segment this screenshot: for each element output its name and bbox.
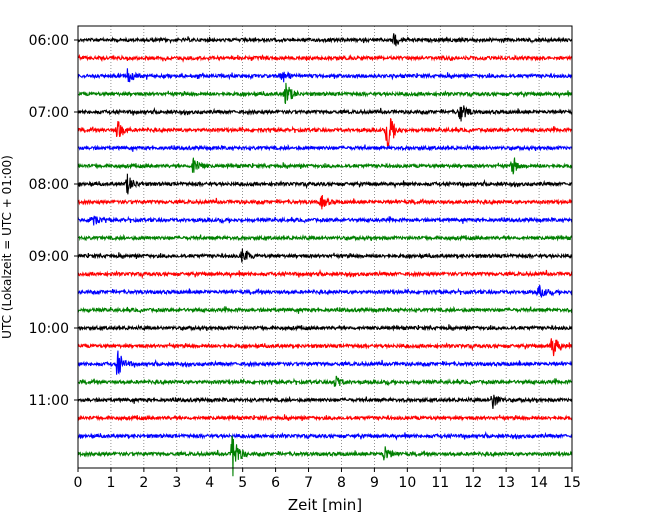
x-tick-label: 12 [464, 475, 482, 491]
trace-0830 [77, 215, 573, 226]
x-tick-label: 9 [370, 475, 379, 491]
trace-0930 [77, 284, 573, 298]
x-tick-label: 5 [238, 475, 247, 491]
trace-0815 [77, 194, 573, 210]
trace-0700 [77, 105, 573, 122]
trace-0730 [77, 143, 573, 152]
trace-1115 [77, 414, 573, 422]
y-tick-label: 07:00 [29, 105, 69, 121]
y-tick-label: 10:00 [29, 321, 69, 337]
trace-0745 [77, 157, 573, 175]
x-tick-label: 10 [398, 475, 416, 491]
trace-1100 [77, 394, 573, 409]
trace-0945 [77, 305, 573, 314]
trace-0615 [77, 53, 573, 63]
seismogram-traces [77, 33, 573, 477]
x-tick-label: 8 [337, 475, 346, 491]
trace-0800 [77, 173, 573, 195]
trace-1015 [77, 338, 573, 357]
x-tick-label: 1 [106, 475, 115, 491]
trace-1000 [77, 323, 573, 332]
y-tick-label: 09:00 [29, 249, 69, 265]
x-tick-label: 4 [205, 475, 214, 491]
x-tick-label: 6 [271, 475, 280, 491]
trace-0900 [77, 248, 573, 263]
trace-0915 [77, 268, 573, 280]
trace-1045 [77, 375, 573, 387]
trace-0600 [77, 33, 573, 47]
x-tick-label: 0 [74, 475, 83, 491]
x-tick-label: 3 [172, 475, 181, 491]
trace-0715 [77, 118, 573, 148]
trace-1130 [77, 430, 573, 441]
x-tick-label: 2 [139, 475, 148, 491]
x-tick-label: 15 [563, 475, 581, 491]
trace-0630 [77, 68, 573, 83]
y-axis-ticks: 06:00 07:00 08:00 09:00 10:00 11:00 [29, 33, 78, 409]
trace-1145 [77, 435, 573, 477]
x-tick-label: 11 [431, 475, 449, 491]
x-tick-label: 7 [304, 475, 313, 491]
y-tick-label: 08:00 [29, 177, 69, 193]
y-tick-label: 06:00 [29, 33, 69, 49]
trace-0845 [77, 233, 573, 242]
x-tick-label: 14 [530, 475, 548, 491]
trace-1030 [77, 350, 573, 375]
x-axis-label: Zeit [min] [288, 496, 362, 514]
x-axis-ticks: 0 1 2 3 4 5 6 7 8 9 10 11 12 13 14 15 [74, 468, 581, 491]
y-tick-label: 11:00 [29, 393, 69, 409]
trace-0645 [77, 82, 573, 104]
plot-frame [77, 25, 573, 469]
y-axis-label: UTC (Lokalzeit = UTC + 01:00) [0, 155, 14, 339]
x-tick-label: 13 [497, 475, 515, 491]
